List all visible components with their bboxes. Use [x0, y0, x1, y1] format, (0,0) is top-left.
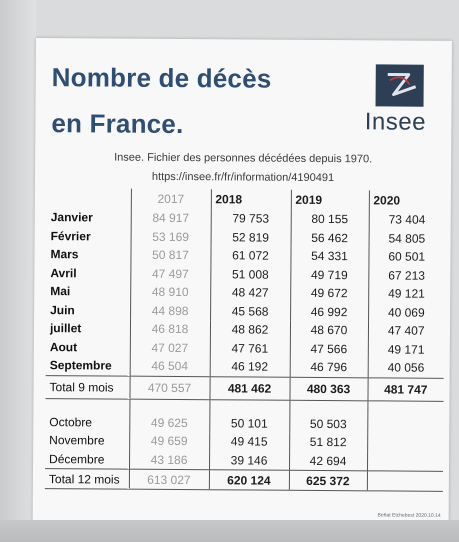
- title-line-1: Nombre de décès: [51, 62, 272, 94]
- month-label: Mai: [50, 284, 71, 299]
- value-2018: 39 146: [208, 450, 290, 471]
- total-12-2019: 625 372: [288, 470, 367, 491]
- total-12-2018: 620 124: [208, 469, 289, 491]
- value-2018: 79 753: [210, 209, 291, 229]
- value-2020: 49 171: [367, 339, 444, 359]
- background-left-edge: [0, 0, 36, 542]
- value-2020: 40 069: [368, 302, 445, 322]
- value-2018: 50 101: [209, 413, 290, 433]
- value-2017: 50 817: [130, 245, 211, 265]
- value-2018: 51 008: [210, 264, 291, 284]
- month-label: Octobre: [49, 414, 93, 430]
- value-2020: 49 121: [368, 284, 445, 304]
- total-9-2017: 470 557: [129, 375, 210, 400]
- value-2017: 48 910: [130, 282, 211, 302]
- header-year-2019: 2019: [290, 189, 369, 211]
- value-2019: 50 503: [289, 414, 368, 434]
- value-2018: 47 761: [209, 338, 290, 358]
- title-line-2: en France.: [51, 108, 184, 140]
- value-2017: 49 625: [129, 413, 210, 433]
- total-9-label: Total 9 mois: [45, 375, 130, 399]
- value-2020: 60 501: [368, 247, 445, 267]
- value-2020: 40 056: [367, 358, 444, 378]
- header-year-2017: 2017: [130, 188, 211, 210]
- month-label: Septembre: [49, 358, 112, 373]
- source-note: Insee. Fichier des personnes décédées de…: [35, 148, 451, 189]
- value-2017: 53 169: [130, 227, 211, 247]
- total-12-label: Total 12 mois: [44, 468, 129, 490]
- source-url: https://insee.fr/fr/information/4190491: [151, 170, 335, 185]
- value-2020: 73 404: [368, 210, 445, 230]
- value-2018: 52 819: [210, 227, 291, 247]
- total-9-2020: 481 747: [367, 377, 444, 401]
- page-title: Nombre de décès en France.: [51, 54, 352, 148]
- value-2020: 47 407: [367, 321, 445, 341]
- value-2017: 49 659: [129, 431, 210, 451]
- month-label: Aout: [49, 339, 78, 355]
- value-2019: 56 462: [290, 228, 369, 248]
- value-2019: 51 812: [289, 432, 368, 452]
- photo-credit: Beñat Etchebest 2020.10.14: [377, 512, 441, 519]
- value-2018: 45 568: [210, 301, 291, 321]
- value-2019: 49 672: [290, 283, 369, 303]
- value-2019: 46 796: [289, 357, 368, 378]
- value-2017: 46 504: [129, 356, 210, 377]
- value-2020: 54 805: [368, 228, 445, 248]
- value-2019: 54 331: [290, 246, 369, 266]
- deaths-table: 2017 2018 2019 2020 Janvier 84 917 79 75…: [44, 188, 445, 492]
- month-label: Février: [50, 228, 91, 244]
- month-label: juillet: [49, 321, 82, 336]
- header-month: [47, 188, 131, 209]
- value-2019: 42 694: [288, 451, 368, 471]
- value-2018: 49 415: [209, 432, 290, 452]
- value-2017: 44 898: [130, 301, 211, 321]
- total-12-2017: 613 027: [128, 469, 209, 490]
- printed-sheet: Nombre de décès en France. Insee Insee. …: [32, 38, 452, 541]
- value-2019: 46 992: [290, 302, 369, 322]
- header-year-2018: 2018: [210, 189, 291, 210]
- table-header-row: 2017 2018 2019 2020: [47, 188, 445, 211]
- value-2017: 47 497: [130, 264, 211, 284]
- value-2018: 46 192: [209, 357, 290, 377]
- value-2018: 48 862: [209, 320, 291, 340]
- month-label: Décembre: [49, 451, 105, 467]
- value-2018: 48 427: [210, 283, 291, 303]
- month-label: Avril: [50, 265, 77, 281]
- value-2019: 80 155: [290, 209, 369, 229]
- value-2017: 84 917: [130, 208, 211, 228]
- month-label: Juin: [50, 302, 75, 318]
- value-2020: 67 213: [368, 265, 445, 285]
- value-2017: 47 027: [129, 338, 210, 358]
- value-2019: 49 719: [290, 265, 369, 285]
- month-label: Mars: [50, 247, 79, 262]
- value-2017: 46 818: [129, 319, 211, 339]
- value-2019: 47 566: [289, 339, 368, 359]
- total-12-months-row: Total 12 mois 613 027 620 124 625 372: [44, 468, 443, 492]
- value-2019: 48 670: [289, 320, 369, 340]
- month-label: Janvier: [50, 210, 93, 225]
- total-9-months-row: Total 9 mois 470 557 481 462 480 363 481…: [45, 375, 444, 401]
- total-9-2019: 480 363: [289, 376, 368, 401]
- total-9-2018: 481 462: [209, 376, 290, 400]
- insee-logo: Insee: [355, 64, 436, 145]
- insee-logo-text: Insee: [364, 108, 427, 136]
- background-bottom-edge: [0, 520, 459, 542]
- insee-logo-swoosh-icon: [387, 72, 417, 96]
- month-label: Novembre: [49, 433, 105, 448]
- header-year-2020: 2020: [368, 190, 445, 211]
- value-2018: 61 072: [210, 246, 291, 266]
- value-2017: 43 186: [128, 450, 210, 470]
- insee-logo-mark: [375, 64, 424, 107]
